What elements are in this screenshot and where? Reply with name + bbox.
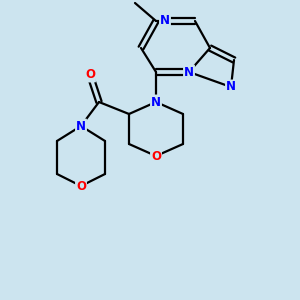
Text: O: O bbox=[76, 179, 86, 193]
Text: N: N bbox=[160, 14, 170, 28]
Text: N: N bbox=[76, 119, 86, 133]
Text: N: N bbox=[226, 80, 236, 94]
Text: O: O bbox=[85, 68, 95, 82]
Text: O: O bbox=[151, 149, 161, 163]
Text: N: N bbox=[151, 95, 161, 109]
Text: N: N bbox=[184, 65, 194, 79]
